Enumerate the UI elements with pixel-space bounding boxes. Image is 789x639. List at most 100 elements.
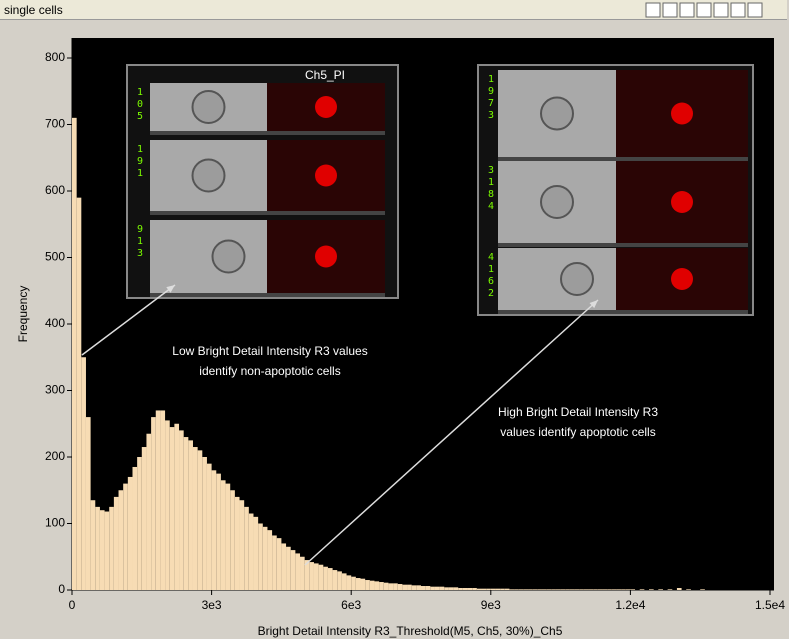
bar — [230, 490, 235, 590]
bar — [528, 589, 533, 590]
bar — [76, 197, 82, 590]
bar — [602, 589, 608, 590]
cell — [560, 262, 594, 296]
bar — [509, 589, 515, 590]
y-tick-label: 300 — [45, 383, 65, 397]
bar — [174, 423, 180, 590]
bar — [365, 580, 370, 590]
bar — [588, 589, 594, 590]
bar — [667, 589, 673, 590]
bar — [658, 589, 663, 590]
y-tick-label: 600 — [45, 183, 65, 197]
bar — [295, 553, 301, 590]
bar — [123, 483, 128, 590]
bar — [407, 584, 412, 590]
bar — [183, 437, 189, 590]
bar — [146, 433, 152, 590]
bar — [472, 588, 477, 590]
bar — [327, 568, 333, 590]
window-title: single cells — [0, 0, 787, 20]
brightfield-image — [498, 248, 616, 310]
bar — [495, 588, 501, 590]
bar — [151, 417, 156, 590]
zoom-button[interactable] — [645, 2, 661, 18]
bar — [225, 483, 231, 590]
bar — [211, 470, 217, 590]
bar — [611, 589, 617, 590]
y-tick-label: 500 — [45, 250, 65, 264]
bar — [537, 589, 542, 590]
toolbar[interactable] — [645, 2, 763, 18]
bar — [444, 587, 449, 590]
bar — [155, 410, 161, 590]
region-button[interactable] — [662, 2, 678, 18]
bar — [346, 575, 352, 590]
bar — [514, 589, 519, 590]
cell — [540, 96, 574, 131]
bar — [486, 588, 491, 590]
nucleus — [671, 191, 693, 213]
cell — [540, 185, 574, 219]
arrow — [81, 284, 176, 356]
bar — [574, 589, 580, 590]
bar — [425, 586, 431, 590]
nucleus — [671, 268, 693, 290]
bar — [300, 556, 305, 590]
x-tick-label: 1.5e4 — [755, 598, 785, 612]
x-tick-label: 9e3 — [481, 598, 501, 612]
y-tick-label: 700 — [45, 117, 65, 131]
bar — [137, 457, 142, 590]
bar — [616, 589, 622, 590]
bar — [99, 510, 105, 590]
row-separator — [150, 211, 385, 215]
bar — [234, 496, 240, 590]
bar — [607, 589, 612, 590]
y-tick-label: 800 — [45, 50, 65, 64]
arrow — [304, 299, 599, 566]
object-number: 913 — [137, 224, 144, 259]
restore-button[interactable] — [730, 2, 746, 18]
copy-button[interactable] — [713, 2, 729, 18]
bar — [676, 588, 682, 590]
bar — [197, 450, 203, 590]
bar — [434, 586, 440, 590]
row-separator — [498, 310, 748, 314]
bar — [313, 563, 319, 590]
bar — [267, 530, 273, 590]
bar — [202, 457, 207, 590]
bar — [504, 588, 510, 590]
crosshair-button[interactable] — [679, 2, 695, 18]
bar — [625, 589, 631, 590]
y-axis-label: Frequency — [16, 286, 30, 343]
bar — [248, 513, 254, 590]
bar — [686, 589, 691, 590]
bar — [341, 573, 347, 590]
bar — [85, 417, 91, 590]
bar — [309, 562, 314, 590]
bar — [546, 589, 552, 590]
bar — [72, 117, 77, 590]
bar — [262, 526, 268, 590]
bar — [216, 473, 221, 590]
bar — [374, 581, 380, 590]
annotation: High Bright Detail Intensity R3 — [498, 405, 658, 419]
cell — [191, 158, 226, 193]
cell — [191, 90, 226, 124]
bar — [258, 523, 263, 590]
bar — [351, 576, 356, 590]
bar — [132, 466, 138, 590]
bar — [560, 589, 566, 590]
bar — [532, 589, 538, 590]
x-tick-label: 1.2e4 — [615, 598, 645, 612]
bar — [579, 589, 584, 590]
bar — [360, 578, 366, 590]
bar — [81, 357, 86, 590]
bar — [462, 588, 468, 590]
bar — [286, 546, 291, 590]
bar — [621, 589, 626, 590]
x-tick-label: 3e3 — [202, 598, 222, 612]
close-button[interactable] — [747, 2, 763, 18]
stats-button[interactable] — [696, 2, 712, 18]
bar — [113, 496, 119, 590]
